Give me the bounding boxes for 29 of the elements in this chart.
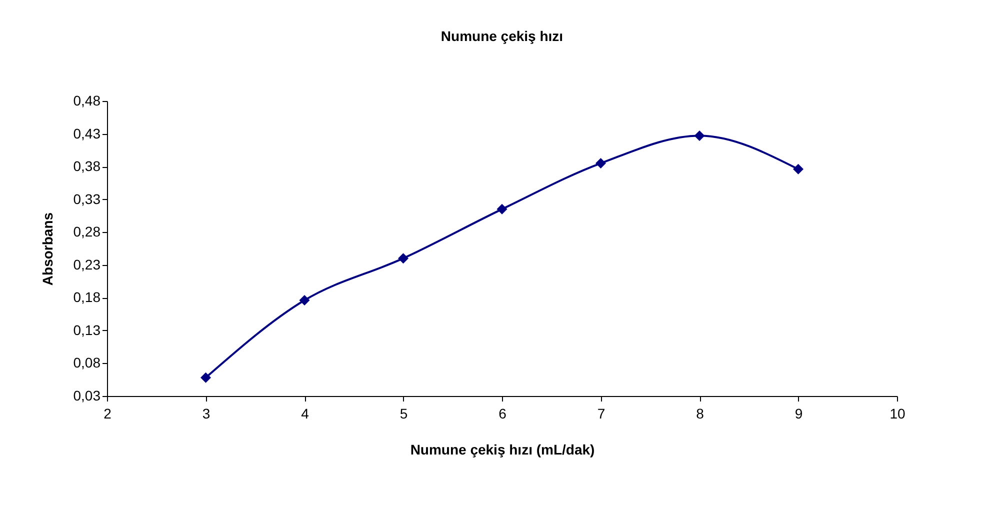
x-tick-label: 4 — [301, 406, 310, 422]
point — [398, 253, 408, 264]
x-tick-label: 10 — [890, 406, 906, 422]
x-axis-title: Numune çekiş hızı (mL/dak) — [410, 442, 595, 458]
y-tick-label: 0,43 — [73, 125, 101, 142]
x-tick-label: 8 — [696, 406, 704, 422]
y-axis-title: Absorbans — [39, 212, 56, 286]
x-tick-label: 7 — [597, 406, 606, 422]
point — [299, 295, 310, 306]
x-tick-label: 6 — [498, 406, 507, 422]
point — [694, 130, 705, 141]
y-tick-label: 0,18 — [73, 289, 101, 306]
y-tick-label: 0,23 — [73, 256, 101, 272]
y-tick-label: 0,48 — [73, 92, 101, 108]
chart-title: Numune çekiş hızı — [440, 28, 564, 44]
x-tick-label: 3 — [202, 406, 210, 422]
x-tick-label: 9 — [794, 406, 803, 422]
point — [596, 158, 606, 169]
y-tick-label: 0,28 — [73, 224, 101, 240]
y-tick-label: 0,03 — [73, 388, 101, 404]
point — [200, 372, 211, 383]
y-tick-label: 0,08 — [73, 354, 101, 371]
x-tick-label: 2 — [104, 406, 112, 422]
point — [793, 164, 804, 174]
y-tick-label: 0,38 — [73, 158, 101, 174]
point — [496, 204, 508, 214]
y-tick-label: 0,13 — [73, 322, 101, 338]
x-tick-label: 5 — [400, 406, 408, 422]
y-tick-label: 0,33 — [73, 190, 101, 207]
